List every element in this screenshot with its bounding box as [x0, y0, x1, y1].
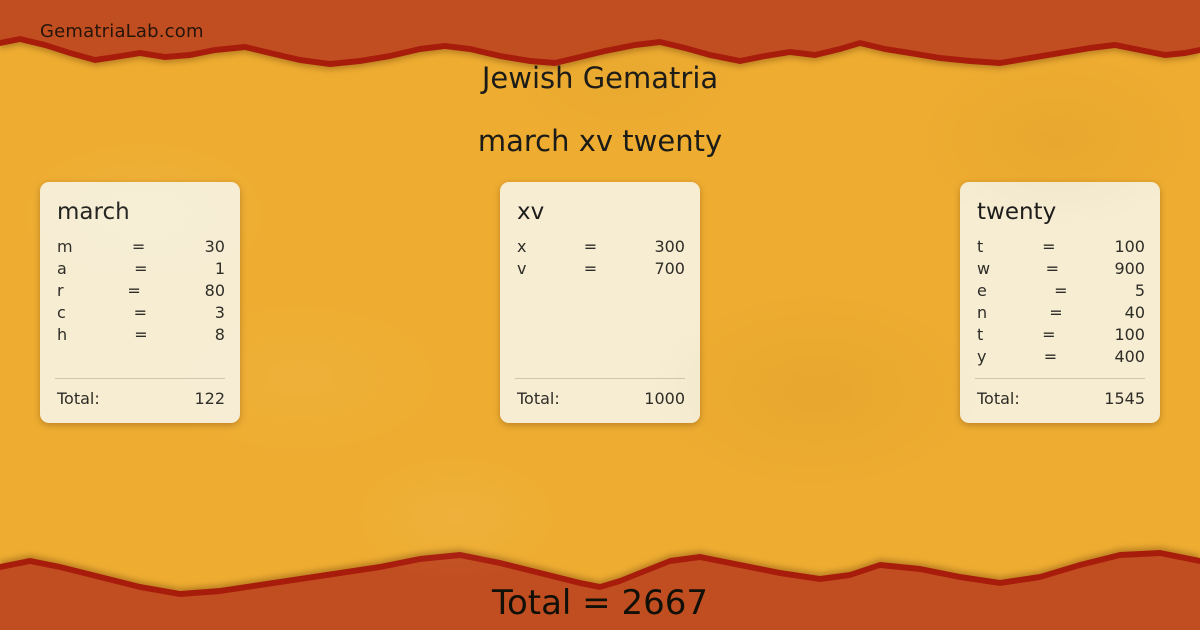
equals-sign: = — [583, 237, 598, 256]
letter-value: 900 — [1114, 259, 1145, 278]
equals-sign: = — [131, 237, 146, 256]
letter: m — [57, 237, 73, 256]
letter-value: 40 — [1124, 303, 1145, 322]
letter-value-row: x = 300 — [515, 236, 685, 258]
letter-value: 5 — [1134, 281, 1145, 300]
queried-phrase: march xv twenty — [477, 124, 723, 158]
equals-sign: = — [133, 303, 147, 322]
letter-value-row: n = 40 — [975, 302, 1145, 324]
card-word: march — [57, 199, 130, 225]
equals-sign: = — [1042, 325, 1056, 344]
letter-value: 100 — [1114, 325, 1145, 344]
card-word: twenty — [977, 199, 1057, 225]
card-spacer — [975, 368, 1145, 378]
letter: y — [977, 347, 987, 366]
total-value: 1000 — [644, 389, 685, 408]
letter-value-row: y = 400 — [975, 346, 1145, 368]
letter-value: 8 — [214, 325, 225, 344]
total-label: Total: — [977, 389, 1020, 408]
gematria-card-xv: xv x = 300 v = 700 Total: 1000 — [500, 182, 700, 423]
equals-sign: = — [1054, 281, 1068, 300]
letter: r — [57, 281, 64, 300]
bottom-torn-paper-band — [0, 550, 1200, 630]
card-spacer — [55, 346, 225, 378]
letter: v — [517, 259, 527, 278]
letter: e — [977, 281, 987, 300]
letter-value-row: e = 5 — [975, 280, 1145, 302]
letter-value-row: t = 100 — [975, 236, 1145, 258]
gematria-card-twenty: twenty t = 100 w = 900 e = 5 n = 40 t = 100 y = 400 Total… — [960, 182, 1160, 423]
letter-value-row: h = 8 — [55, 324, 225, 346]
equals-sign: = — [1045, 259, 1059, 278]
letter-value: 100 — [1114, 237, 1145, 256]
letter-value: 80 — [204, 281, 225, 300]
equals-sign: = — [1049, 303, 1063, 322]
letter: c — [57, 303, 66, 322]
total-value: 122 — [194, 389, 225, 408]
letter-rows: m = 30 a = 1 r = 80 c = 3 h = 8 — [55, 236, 225, 346]
top-band — [0, 0, 1200, 61]
letter-value-row: a = 1 — [55, 258, 225, 280]
equals-sign: = — [583, 259, 598, 278]
total-divider — [515, 378, 685, 379]
letter-value: 3 — [214, 303, 225, 322]
letter: w — [977, 259, 991, 278]
bottom-band — [0, 556, 1200, 630]
letter-rows: t = 100 w = 900 e = 5 n = 40 t = 100 y = 400 — [975, 236, 1145, 368]
letter-value-row: v = 700 — [515, 258, 685, 280]
letter: t — [977, 325, 984, 344]
grand-total-text: Total = 2667 — [491, 583, 709, 623]
top-torn-paper-band — [0, 0, 1200, 67]
equals-sign: = — [127, 281, 141, 300]
gematria-card-march: march m = 30 a = 1 r = 80 c = 3 h = 8 Total: 122 — [40, 182, 240, 423]
letter-value-row: t = 100 — [975, 324, 1145, 346]
total-row: Total: 1545 — [975, 388, 1145, 410]
brand-text: GematriaLab.com — [40, 21, 204, 42]
letter-rows: x = 300 v = 700 — [515, 236, 685, 280]
total-label: Total: — [517, 389, 560, 408]
total-value: 1545 — [1104, 389, 1145, 408]
total-row: Total: 1000 — [515, 388, 685, 410]
total-divider — [975, 378, 1145, 379]
total-label: Total: — [57, 389, 100, 408]
letter-value-row: r = 80 — [55, 280, 225, 302]
letter-value-row: c = 3 — [55, 302, 225, 324]
equals-sign: = — [1043, 347, 1058, 366]
total-row: Total: 122 — [55, 388, 225, 410]
letter: h — [57, 325, 68, 344]
letter-value: 400 — [1114, 347, 1145, 366]
gematria-system-title: Jewish Gematria — [481, 61, 719, 95]
equals-sign: = — [134, 325, 148, 344]
letter-value: 30 — [204, 237, 225, 256]
letter: a — [57, 259, 67, 278]
letter: x — [517, 237, 527, 256]
total-divider — [55, 378, 225, 379]
letter: n — [977, 303, 988, 322]
letter-value: 1 — [214, 259, 225, 278]
letter-value: 700 — [654, 259, 685, 278]
equals-sign: = — [1042, 237, 1056, 256]
letter-value-row: m = 30 — [55, 236, 225, 258]
equals-sign: = — [134, 259, 148, 278]
card-word: xv — [517, 199, 545, 225]
letter-value-row: w = 900 — [975, 258, 1145, 280]
letter: t — [977, 237, 984, 256]
letter-value: 300 — [654, 237, 685, 256]
card-spacer — [515, 280, 685, 378]
